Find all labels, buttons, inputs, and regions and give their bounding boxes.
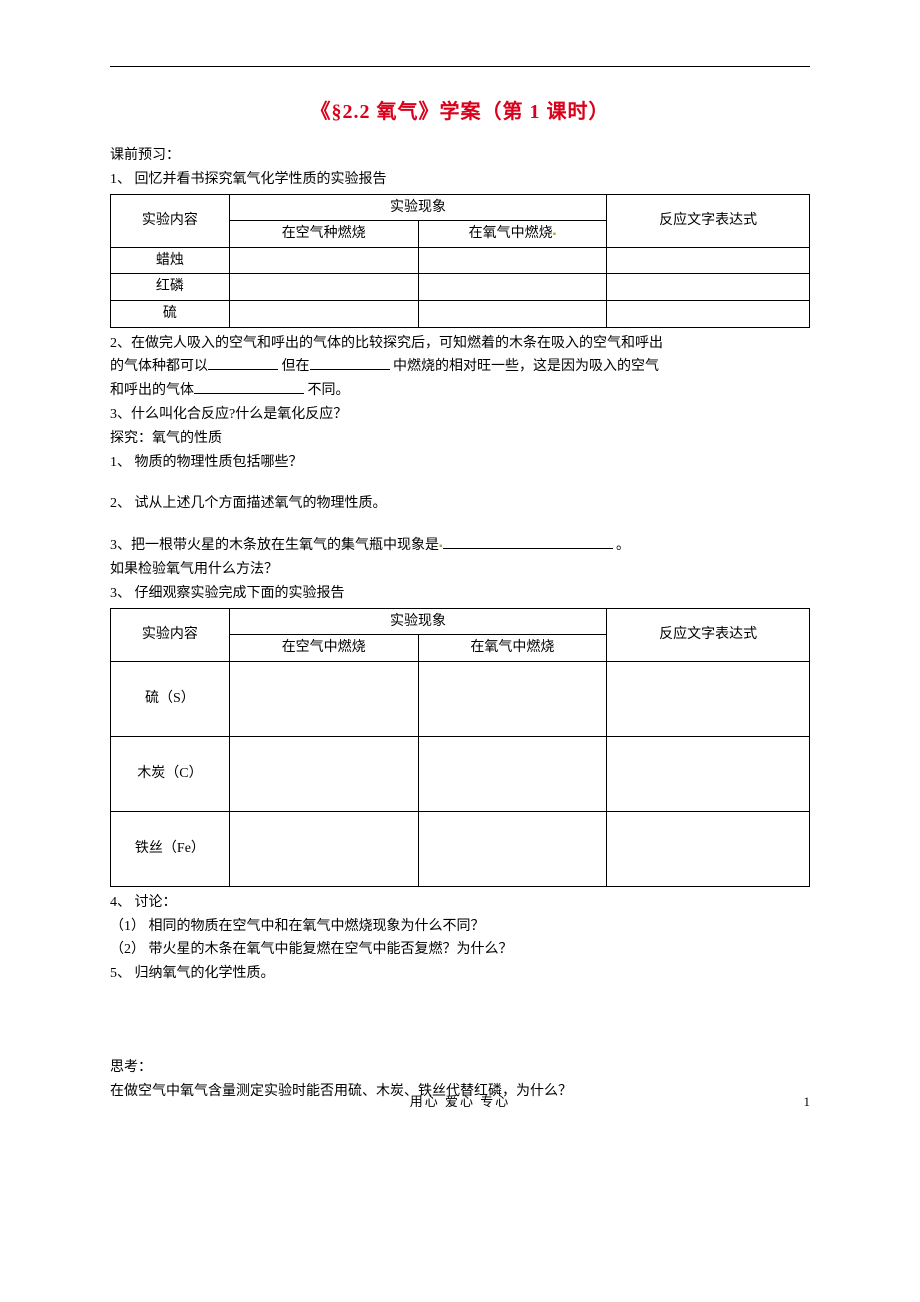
fill-blank — [208, 355, 278, 370]
q4-1: （1） 相同的物质在空气中和在氧气中燃烧现象为什么不同？ — [110, 915, 810, 939]
cell — [607, 736, 810, 811]
footer-text: 用心 爱心 专心 — [410, 1094, 511, 1109]
q4: 4、 讨论： — [110, 891, 810, 915]
iq3a-2: 。 — [613, 538, 631, 553]
cell — [418, 274, 607, 301]
think-heading: 思考： — [110, 1056, 810, 1080]
q5: 5、 归纳氧气的化学性质。 — [110, 962, 810, 986]
cell — [418, 247, 607, 274]
document-title: 《§2.2 氧气》学案（第 1 课时） — [110, 95, 810, 124]
table-row: 硫 — [111, 300, 810, 327]
inquiry-heading: 探究：氧气的性质 — [110, 427, 810, 451]
table-row: 木炭（C） — [111, 736, 810, 811]
th-eq: 反应文字表达式 — [607, 194, 810, 247]
cell — [229, 247, 418, 274]
preview-heading: 课前预习： — [110, 144, 810, 168]
q2-line2: 的气体种都可以 但在 中燃烧的相对旺一些，这是因为吸入的空气 — [110, 355, 810, 379]
row-label: 铁丝（Fe） — [111, 811, 230, 886]
q2-line1: 2、在做完人吸入的空气和呼出的气体的比较探究后，可知燃着的木条在吸入的空气和呼出 — [110, 332, 810, 356]
table-row: 实验内容 实验现象 反应文字表达式 — [111, 608, 810, 635]
footer: 用心 爱心 专心 1 — [0, 1091, 920, 1110]
iq3a-1: 3、把一根带火星的木条放在生氧气的集气瓶中现象是 — [110, 538, 439, 553]
th-eq: 反应文字表达式 — [607, 608, 810, 661]
cell — [418, 811, 607, 886]
cell — [607, 661, 810, 736]
q2b-3: 中燃烧的相对旺一些，这是因为吸入的空气 — [390, 359, 660, 374]
th-oxy-text: 在氧气中燃烧 — [469, 226, 553, 241]
cell — [418, 300, 607, 327]
iq3a: 3、把一根带火星的木条放在生氧气的集气瓶中现象是▪ 。 — [110, 534, 810, 558]
green-dot-icon: ▪ — [553, 229, 557, 240]
iq2: 2、 试从上述几个方面描述氧气的物理性质。 — [110, 492, 810, 516]
fill-blank — [443, 534, 613, 549]
q2c-2: 不同。 — [304, 383, 350, 398]
th-air: 在空气中燃烧 — [229, 635, 418, 662]
row-label: 木炭（C） — [111, 736, 230, 811]
table-row: 铁丝（Fe） — [111, 811, 810, 886]
cell — [607, 300, 810, 327]
row-label: 硫（S） — [111, 661, 230, 736]
q1: 1、 回忆并看书探究氧气化学性质的实验报告 — [110, 168, 810, 192]
q2b-1: 的气体种都可以 — [110, 359, 208, 374]
table-row: 蜡烛 — [111, 247, 810, 274]
th-air: 在空气种燃烧 — [229, 221, 418, 248]
cell — [607, 811, 810, 886]
th-phenomena: 实验现象 — [229, 194, 606, 221]
q2-line3: 和呼出的气体 不同。 — [110, 379, 810, 403]
cell — [607, 247, 810, 274]
iq3b: 如果检验氧气用什么方法？ — [110, 558, 810, 582]
row-label: 蜡烛 — [111, 247, 230, 274]
cell — [607, 274, 810, 301]
cell — [229, 274, 418, 301]
fill-blank — [194, 379, 304, 394]
cell — [229, 300, 418, 327]
q4-2: （2） 带火星的木条在氧气中能复燃在空气中能否复燃？为什么？ — [110, 938, 810, 962]
th-exp: 实验内容 — [111, 608, 230, 661]
cell — [418, 736, 607, 811]
row-label: 硫 — [111, 300, 230, 327]
cell — [418, 661, 607, 736]
iq1: 1、 物质的物理性质包括哪些？ — [110, 451, 810, 475]
fill-blank — [310, 355, 390, 370]
th-oxy: 在氧气中燃烧 — [418, 635, 607, 662]
top-rule — [110, 66, 810, 67]
page: 《§2.2 氧气》学案（第 1 课时） 课前预习： 1、 回忆并看书探究氧气化学… — [0, 0, 920, 1144]
table-row: 实验内容 实验现象 反应文字表达式 — [111, 194, 810, 221]
table-row: 硫（S） — [111, 661, 810, 736]
cell — [229, 736, 418, 811]
body: 课前预习： 1、 回忆并看书探究氧气化学性质的实验报告 实验内容 实验现象 反应… — [110, 144, 810, 1104]
q2b-2: 但在 — [278, 359, 310, 374]
page-number: 1 — [804, 1094, 811, 1110]
table-1: 实验内容 实验现象 反应文字表达式 在空气种燃烧 在氧气中燃烧▪ 蜡烛 红磷 — [110, 194, 810, 328]
iq3c: 3、 仔细观察实验完成下面的实验报告 — [110, 582, 810, 606]
cell — [229, 811, 418, 886]
th-phenomena: 实验现象 — [229, 608, 606, 635]
row-label: 红磷 — [111, 274, 230, 301]
th-oxy: 在氧气中燃烧▪ — [418, 221, 607, 248]
cell — [229, 661, 418, 736]
table-row: 红磷 — [111, 274, 810, 301]
q2c-1: 和呼出的气体 — [110, 383, 194, 398]
th-exp: 实验内容 — [111, 194, 230, 247]
table-2: 实验内容 实验现象 反应文字表达式 在空气中燃烧 在氧气中燃烧 硫（S） 木炭（… — [110, 608, 810, 887]
q3: 3、什么叫化合反应?什么是氧化反应？ — [110, 403, 810, 427]
